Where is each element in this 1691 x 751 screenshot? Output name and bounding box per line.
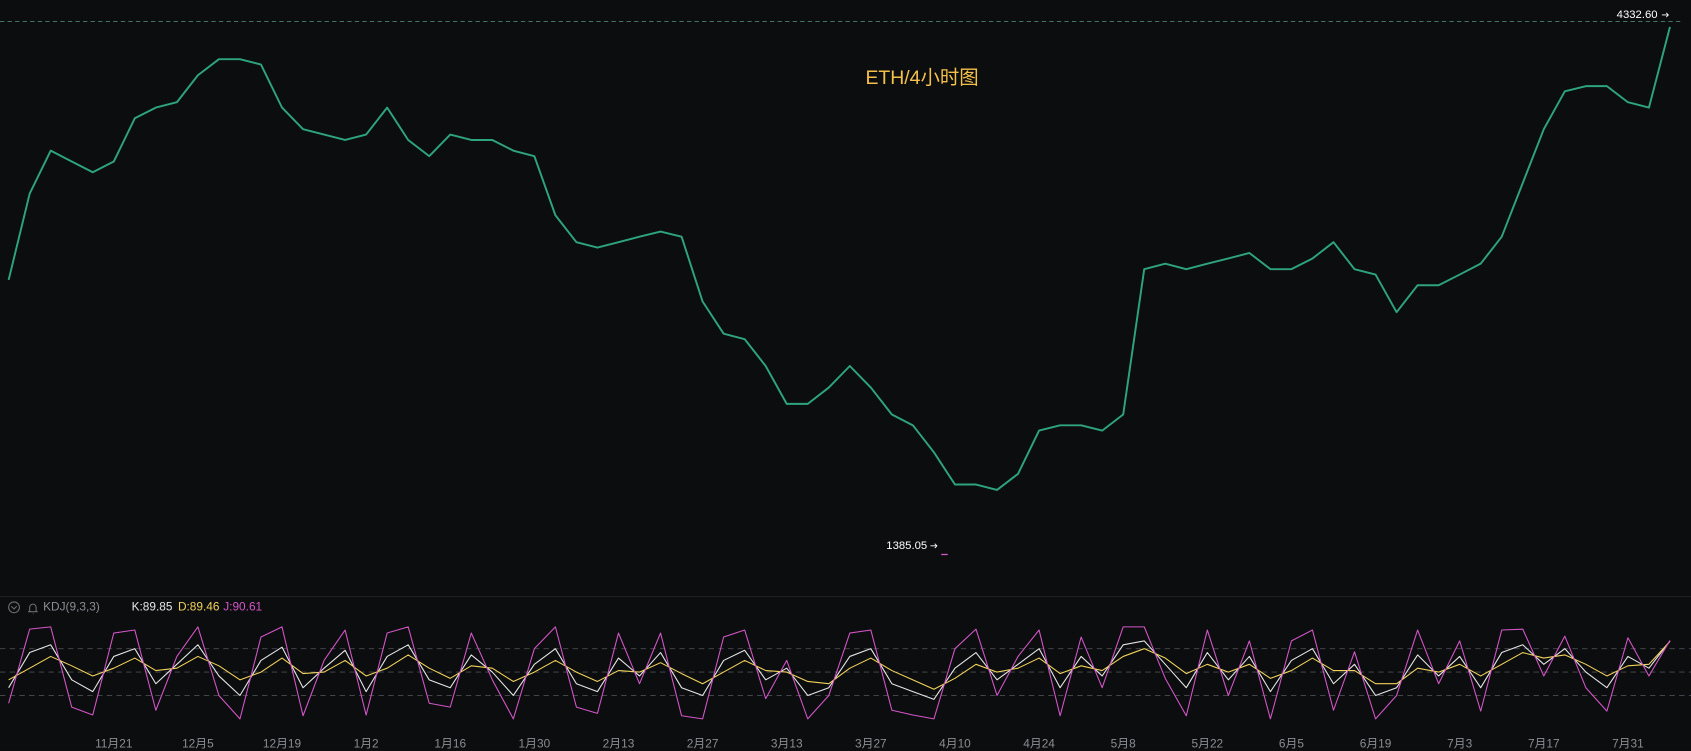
high-label: 4332.60 <box>1617 9 1658 21</box>
chart-title: ETH/4小时图 <box>865 67 978 89</box>
x-tick-label: 5月22 <box>1191 736 1223 750</box>
x-tick-label: 7月17 <box>1528 736 1560 750</box>
x-tick-label: 1月16 <box>434 736 466 750</box>
x-tick-label: 4月10 <box>939 736 971 750</box>
x-tick-label: 4月24 <box>1023 736 1055 750</box>
high-arrow <box>1661 12 1669 18</box>
x-tick-label: 1月2 <box>354 736 379 750</box>
x-tick-label: 2月13 <box>603 736 635 750</box>
indicator-title: KDJ(9,3,3) <box>43 600 100 614</box>
series-line <box>8 640 1671 700</box>
x-tick-label: 6月5 <box>1279 736 1304 750</box>
series-line <box>8 640 1671 690</box>
legend-entry: J:90.61 <box>223 600 262 614</box>
x-tick-label: 3月27 <box>855 736 887 750</box>
x-tick-label: 12月5 <box>182 736 214 750</box>
x-tick-label: 6月19 <box>1360 736 1392 750</box>
legend-entry: K:89.85 <box>132 600 173 614</box>
low-arrow <box>930 543 938 549</box>
legend-entry: D:89.46 <box>178 600 220 614</box>
series-line <box>8 626 1671 720</box>
collapse-icon[interactable] <box>8 601 20 614</box>
x-tick-label: 11月21 <box>95 736 133 750</box>
series-line <box>7 26 1671 491</box>
x-tick-label: 2月27 <box>687 736 719 750</box>
x-tick-label: 3月13 <box>771 736 803 750</box>
alert-icon[interactable] <box>28 603 38 615</box>
low-label: 1385.05 <box>886 540 927 552</box>
x-tick-label: 5月8 <box>1111 736 1136 750</box>
x-tick-label: 1月30 <box>519 736 551 750</box>
collapse-chevron <box>10 605 18 610</box>
x-tick-label: 7月31 <box>1612 736 1644 750</box>
x-tick-label: 7月3 <box>1447 736 1472 750</box>
x-tick-label: 12月19 <box>263 736 302 750</box>
